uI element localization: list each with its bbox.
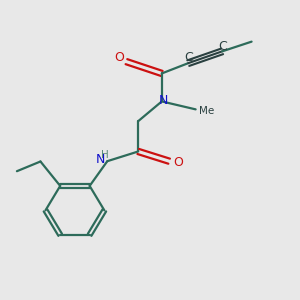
Text: N: N xyxy=(158,94,168,107)
Text: C: C xyxy=(218,40,226,52)
Text: Me: Me xyxy=(199,106,214,116)
Text: O: O xyxy=(173,156,183,169)
Text: O: O xyxy=(114,51,124,64)
Text: H: H xyxy=(101,150,109,160)
Text: N: N xyxy=(96,153,106,166)
Text: C: C xyxy=(184,51,193,64)
